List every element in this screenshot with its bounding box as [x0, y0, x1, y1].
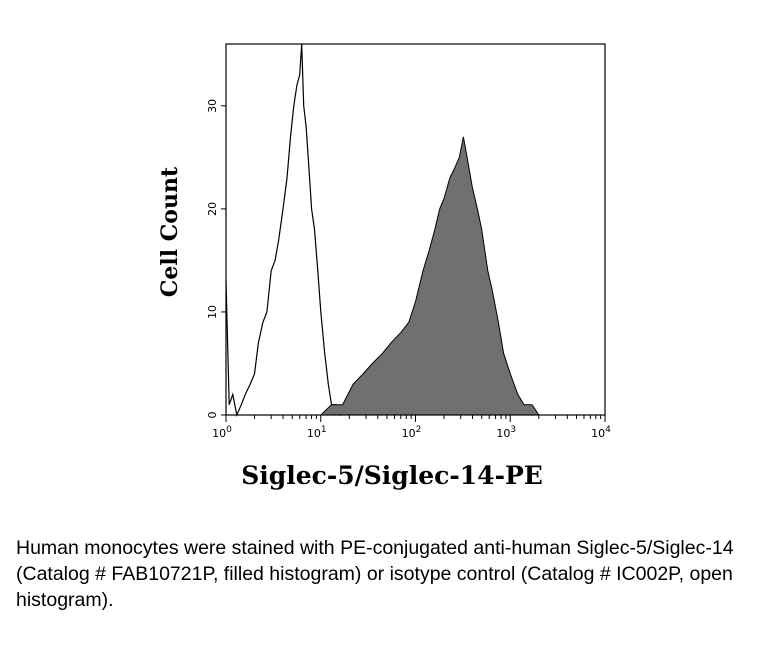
flow-histogram-chart: 0 10 20 30 100 101 102 103 104 Cell Count Sigle…	[157, 43, 611, 490]
x-tick-label: 104	[591, 425, 611, 440]
x-tick-label: 100	[212, 425, 232, 440]
y-tick-label: 0	[206, 412, 219, 419]
y-axis-ticks: 0 10 20 30	[206, 99, 226, 419]
open-histogram-series	[225, 43, 350, 418]
y-tick-label: 10	[206, 305, 219, 319]
x-axis-ticks: 100 101 102 103 104	[212, 415, 611, 440]
y-tick-label: 20	[206, 202, 219, 216]
x-axis-label: Siglec-5/Siglec-14-PE	[241, 461, 543, 490]
figure-caption: Human monocytes were stained with PE-con…	[16, 537, 734, 611]
filled-histogram-series	[319, 136, 543, 416]
y-tick-label: 30	[206, 99, 219, 113]
x-tick-label: 101	[307, 425, 327, 440]
y-axis-label: Cell Count	[157, 166, 183, 297]
x-tick-label: 103	[496, 425, 516, 440]
x-tick-label: 102	[402, 425, 422, 440]
plot-marks	[225, 43, 543, 418]
